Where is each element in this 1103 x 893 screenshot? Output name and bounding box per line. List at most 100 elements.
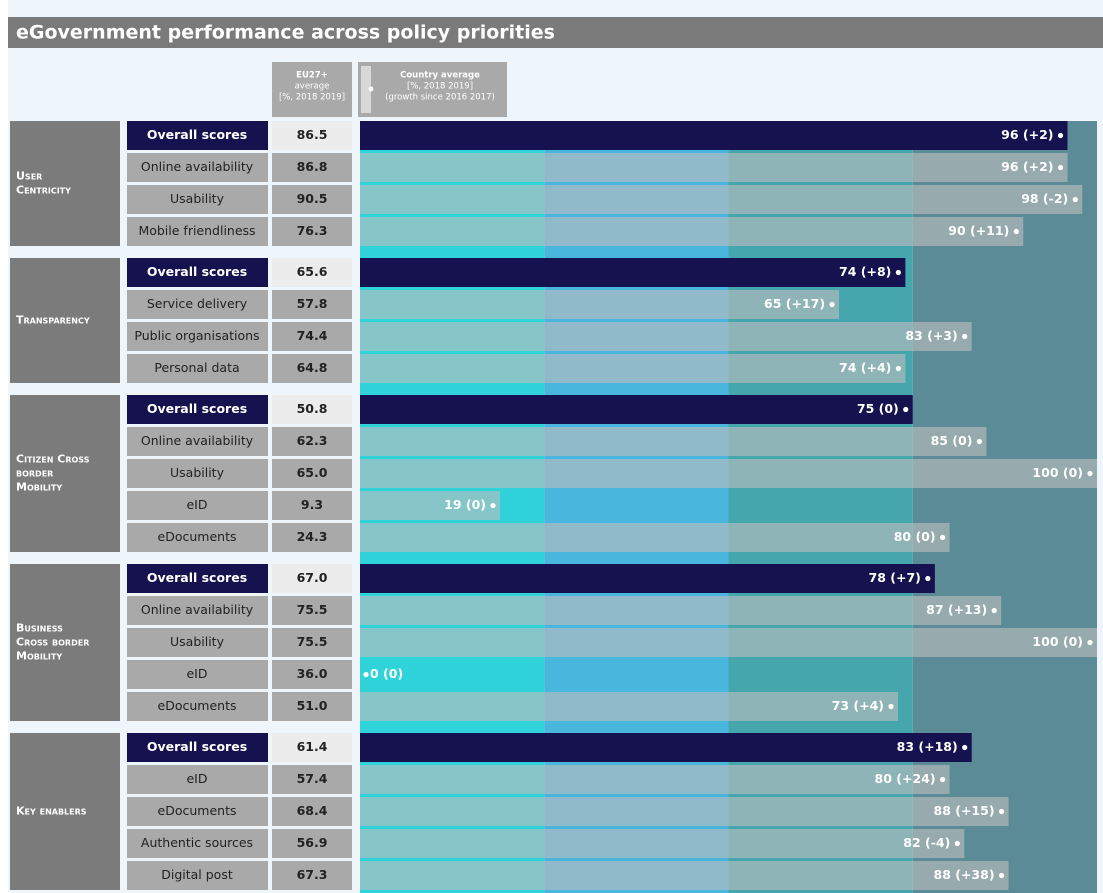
bar-end-dot [895, 365, 901, 372]
bar-end-dot [1087, 639, 1093, 646]
value-label: 98 (-2) [1021, 191, 1068, 206]
category-cell [127, 660, 268, 689]
eu-average-cell [272, 153, 352, 182]
category-cell [127, 185, 268, 214]
category-label: Online availability [141, 602, 254, 617]
group-label: Key enablers [16, 805, 87, 818]
eu-average-cell [272, 185, 352, 214]
category-label: Overall scores [147, 127, 247, 142]
eu-average-cell [272, 427, 352, 456]
eu-average-header [272, 62, 352, 117]
eu-average-header-text: average [295, 82, 330, 92]
group-label: Citizen Cross border Mobility [16, 453, 90, 494]
country-average-header-text: Country average [400, 71, 480, 81]
bar [360, 290, 840, 319]
category-cell [127, 153, 268, 182]
group-label-line: Citizen Cross [16, 453, 90, 466]
value-label: 96 (+2) [1001, 127, 1053, 142]
eu-average-value: 50.8 [297, 401, 328, 416]
group-label-box [10, 258, 120, 383]
eu-average-cell [272, 797, 352, 826]
bar-end-dot [829, 301, 835, 308]
category-cell [127, 121, 268, 150]
eu-average-value: 86.5 [297, 127, 328, 142]
category-label: Overall scores [147, 570, 247, 585]
bar-end-dot [1072, 196, 1078, 203]
group-label-line: Mobility [16, 650, 62, 663]
bar-end-dot [490, 502, 496, 509]
header-dot [368, 86, 374, 92]
eu-average-cell [272, 258, 352, 287]
eu-average-value: 36.0 [297, 666, 328, 681]
bar [360, 459, 1097, 488]
eu-average-value: 57.4 [297, 771, 328, 786]
category-label: Service delivery [147, 296, 248, 311]
group-label-line: Cross border [16, 636, 89, 649]
category-cell [127, 765, 268, 794]
eu-average-value: 9.3 [301, 497, 323, 512]
eu-average-cell [272, 217, 352, 246]
value-label: 87 (+13) [926, 602, 987, 617]
score-band [728, 121, 913, 893]
category-label: Overall scores [147, 401, 247, 416]
value-label: 90 (+11) [948, 223, 1009, 238]
eu-average-cell [272, 491, 352, 520]
value-label: 83 (+3) [905, 328, 957, 343]
bar-end-dot [940, 776, 946, 783]
value-label: 75 (0) [857, 401, 899, 416]
category-cell [127, 459, 268, 488]
category-label: Mobile friendliness [138, 223, 255, 238]
category-label: Overall scores [147, 264, 247, 279]
group-label-line: Business [16, 622, 63, 635]
bar-end-dot [895, 269, 901, 276]
eu-average-cell [272, 765, 352, 794]
eu-average-cell [272, 523, 352, 552]
value-label: 73 (+4) [832, 698, 884, 713]
bar [360, 829, 965, 858]
eu-average-value: 90.5 [297, 191, 328, 206]
bar-end-dot [1013, 228, 1019, 235]
eu-average-value: 76.3 [297, 223, 328, 238]
score-band [544, 121, 729, 893]
eu-average-cell [272, 861, 352, 890]
bar [360, 797, 1009, 826]
score-band [912, 121, 1097, 893]
bar-end-dot [998, 872, 1005, 879]
category-label: Usability [170, 634, 225, 649]
eu-average-cell [272, 395, 352, 424]
category-label: Authentic sources [141, 835, 253, 850]
category-cell [127, 797, 268, 826]
bar [360, 564, 935, 593]
bar-end-dot [363, 671, 369, 678]
bar-end-dot [888, 703, 894, 710]
eu-average-cell [272, 660, 352, 689]
value-label: 80 (0) [894, 529, 936, 544]
group-label-box [10, 395, 120, 552]
bar [360, 765, 950, 794]
eu-average-value: 51.0 [297, 698, 328, 713]
value-label: 19 (0) [444, 497, 486, 512]
category-label: eDocuments [158, 698, 237, 713]
category-label: eDocuments [158, 803, 237, 818]
group-label-box [10, 733, 120, 890]
value-label: 88 (+15) [934, 803, 995, 818]
category-label: Usability [170, 465, 225, 480]
group-label-line: Transparency [16, 314, 90, 327]
bar [360, 692, 899, 721]
bar-end-dot [962, 333, 968, 340]
eu-average-value: 74.4 [297, 328, 328, 343]
header-swatch [361, 66, 371, 113]
eu-average-value: 57.8 [297, 296, 328, 311]
category-cell [127, 523, 268, 552]
bar [360, 861, 1009, 890]
bar [360, 258, 906, 287]
group-label-line: Centricity [16, 184, 71, 197]
bar [360, 354, 906, 383]
bar-end-dot [903, 406, 909, 413]
category-cell [127, 290, 268, 319]
category-cell [127, 491, 268, 520]
title-bar [8, 17, 1103, 48]
category-label: Online availability [141, 159, 254, 174]
category-cell [127, 564, 268, 593]
